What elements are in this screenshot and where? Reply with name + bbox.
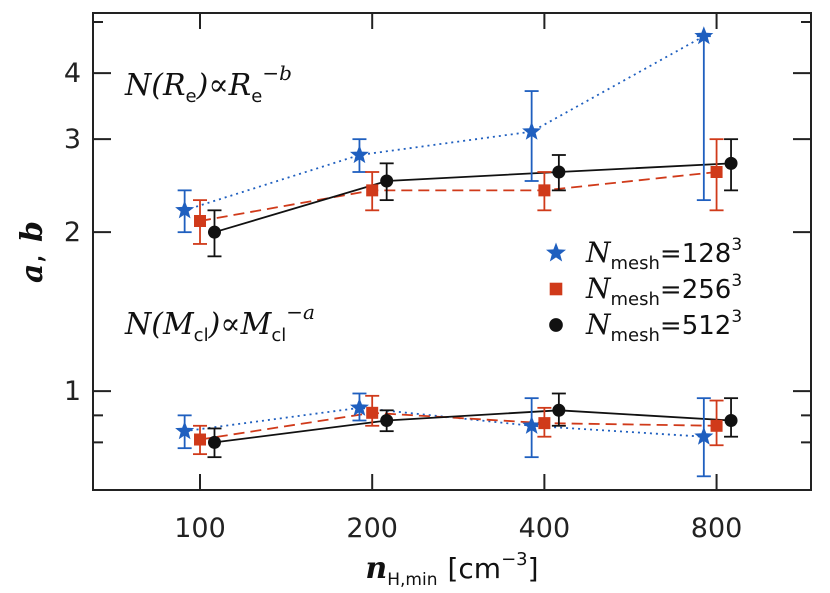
data-point-circle-b bbox=[380, 174, 394, 188]
x-tick-label: 200 bbox=[346, 513, 398, 544]
ticks bbox=[93, 13, 811, 490]
y-tick-label: 4 bbox=[64, 58, 81, 89]
series-line-star-b bbox=[184, 35, 705, 212]
legend-marker-square bbox=[549, 282, 563, 296]
x-tick-label: 100 bbox=[174, 513, 226, 544]
series-line-star-a bbox=[184, 406, 704, 438]
series-line-square-b bbox=[199, 171, 717, 222]
x-tick-label: 800 bbox=[691, 513, 743, 544]
series-line-square-a bbox=[199, 411, 717, 441]
data-point-star-a bbox=[349, 397, 369, 416]
data-point-square-b bbox=[710, 166, 723, 178]
annotation-bottom: N(Mcl)∝Mcl−a bbox=[124, 300, 315, 346]
data-point-star-a bbox=[175, 421, 195, 440]
legend: Nmesh=1283 Nmesh=2563 Nmesh=5123 bbox=[546, 235, 742, 346]
annotation-top: N(Re)∝Re−b bbox=[124, 61, 292, 107]
y-tick-label: 2 bbox=[64, 217, 81, 248]
data-point-square-a bbox=[538, 417, 551, 430]
data-point-square-a bbox=[194, 433, 207, 446]
legend-marker-circle bbox=[549, 318, 563, 332]
data-point-circle-a bbox=[724, 414, 738, 428]
data-point-circle-b bbox=[207, 225, 221, 239]
legend-label-512: Nmesh=5123 bbox=[585, 307, 742, 346]
x-axis-label: nH,min [cm−3] bbox=[365, 549, 538, 590]
data-point-star-b bbox=[694, 26, 714, 45]
y-axis-label: a,b bbox=[15, 221, 50, 283]
data-point-star-a bbox=[694, 426, 714, 445]
data-point-star-b bbox=[522, 121, 542, 140]
data-point-square-a bbox=[366, 406, 379, 419]
legend-markers bbox=[546, 242, 566, 332]
series-line-circle-b bbox=[214, 162, 732, 234]
data-point-circle-b bbox=[552, 165, 566, 179]
data-point-star-b bbox=[349, 145, 369, 164]
data-point-square-b bbox=[366, 184, 379, 197]
tick-labels: 100 200 400 800 1 2 3 4 bbox=[64, 58, 743, 544]
data-point-circle-a bbox=[552, 403, 566, 417]
data-point-star-b bbox=[175, 200, 195, 219]
legend-label-256: Nmesh=2563 bbox=[585, 271, 742, 310]
data-point-circle-a bbox=[207, 435, 221, 449]
legend-marker-star bbox=[546, 242, 566, 262]
data-point-circle-a bbox=[380, 414, 394, 428]
legend-label-128: Nmesh=1283 bbox=[585, 235, 742, 274]
data-point-star-a bbox=[522, 415, 542, 434]
y-tick-label: 1 bbox=[64, 376, 81, 407]
x-tick-label: 400 bbox=[519, 513, 571, 544]
data-point-square-b bbox=[538, 184, 551, 197]
y-tick-label: 3 bbox=[64, 124, 81, 155]
series-lines bbox=[184, 35, 732, 444]
data-point-square-a bbox=[710, 419, 723, 432]
series-line-circle-a bbox=[214, 409, 732, 444]
data-point-square-b bbox=[194, 214, 207, 227]
plot-frame bbox=[92, 12, 812, 491]
markers bbox=[175, 26, 738, 449]
data-point-circle-b bbox=[724, 156, 738, 170]
